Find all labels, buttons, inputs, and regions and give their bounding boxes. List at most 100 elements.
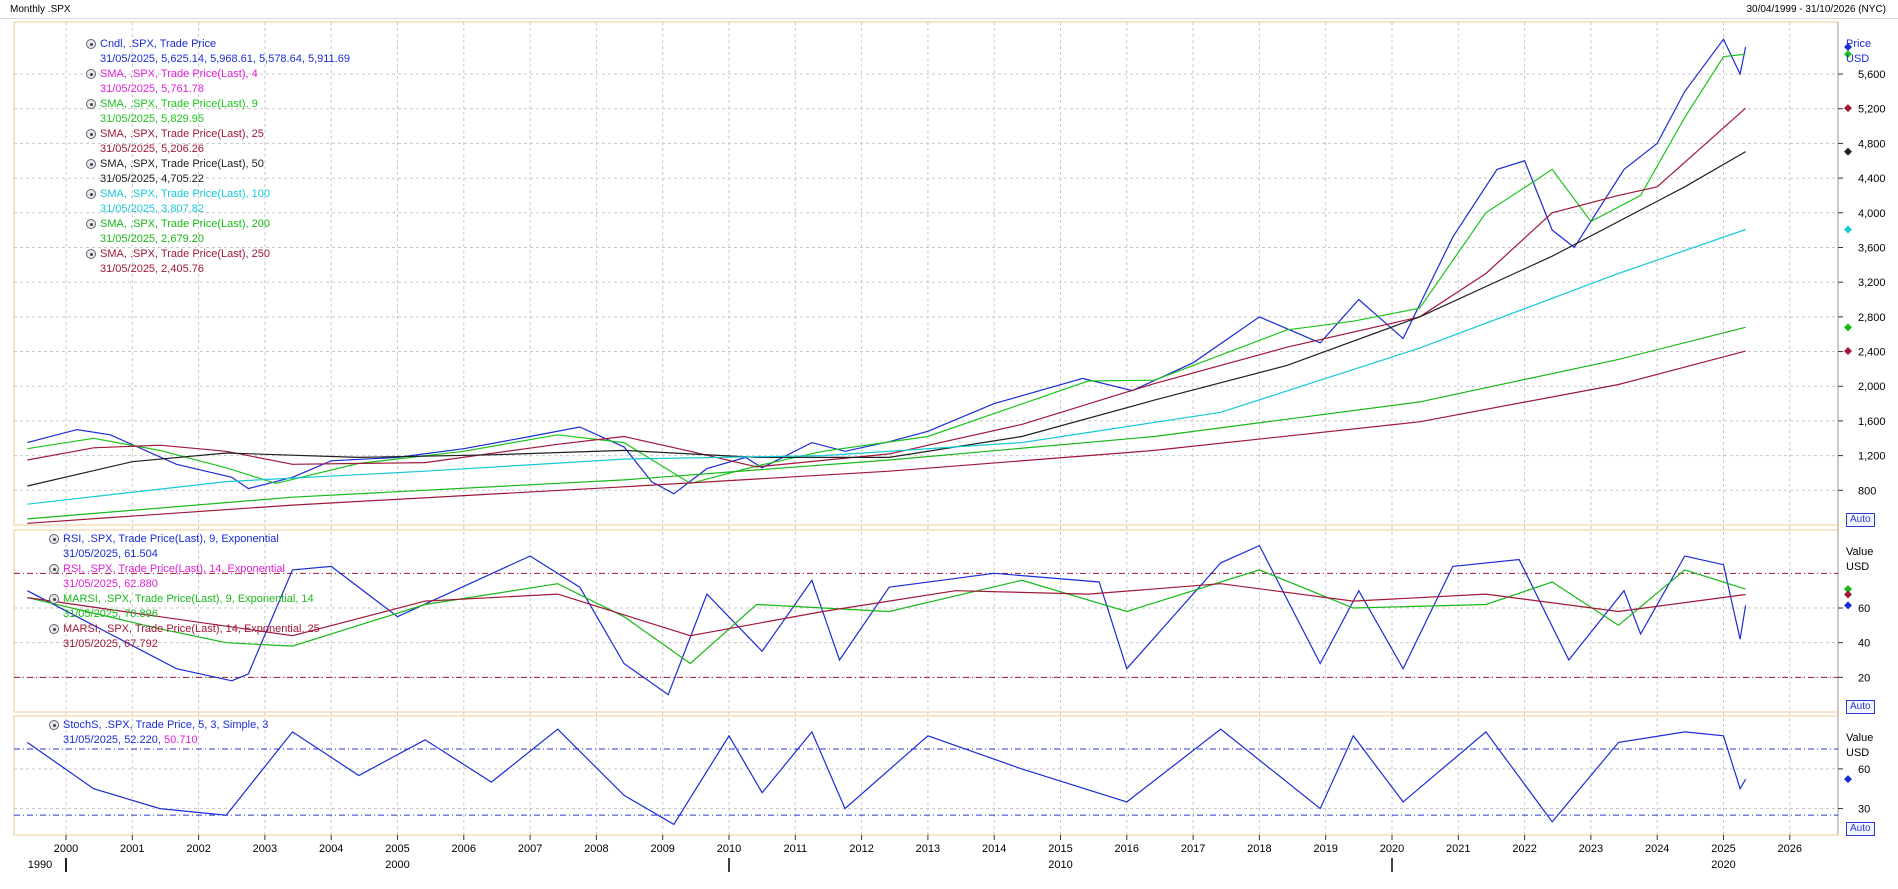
year-tick-label: 2006 [452, 843, 476, 855]
rsi-currency-label: USD [1846, 561, 1870, 573]
stoch-legend-k: 52.220, [124, 734, 161, 746]
price-legend-row[interactable]: SMA, .SPX, Trade Price(Last), 200 [86, 217, 350, 232]
toggle-icon[interactable] [49, 624, 59, 634]
price-legend-values: 31/05/2025, 5,625.14, 5,968.61, 5,578.64… [100, 53, 350, 65]
price-legend-values: 31/05/2025, 2,405.76 [100, 263, 204, 275]
stoch-legend-date: 31/05/2025, [63, 734, 122, 746]
value-tick-label: 4,800 [1858, 138, 1886, 150]
price-legend-values: 31/05/2025, 2,679.20 [100, 233, 204, 245]
price-legend-row[interactable]: SMA, .SPX, Trade Price(Last), 4 [86, 67, 350, 82]
price-legend-row[interactable]: SMA, .SPX, Trade Price(Last), 25 [86, 127, 350, 142]
price-legend-values: 31/05/2025, 4,705.22 [100, 173, 204, 185]
rsi-legend-row[interactable]: RSI, .SPX, Trade Price(Last), 9, Exponen… [49, 532, 320, 547]
toggle-icon[interactable] [49, 720, 59, 730]
year-tick-label: 2017 [1181, 843, 1205, 855]
year-tick-label: 2024 [1645, 843, 1669, 855]
price-legend-name: SMA, .SPX, Trade Price(Last), 250 [100, 248, 270, 260]
price-legend-name: SMA, .SPX, Trade Price(Last), 9 [100, 98, 258, 110]
stoch-legend-row[interactable]: StochS, .SPX, Trade Price, 5, 3, Simple,… [49, 718, 268, 733]
price-legend-name: SMA, .SPX, Trade Price(Last), 50 [100, 158, 264, 170]
year-tick-label: 2021 [1446, 843, 1470, 855]
last-value-marker [1844, 43, 1852, 52]
toggle-icon[interactable] [49, 534, 59, 544]
toggle-icon[interactable] [86, 69, 96, 79]
year-tick-label: 2007 [518, 843, 542, 855]
last-value-marker [1844, 347, 1852, 356]
year-tick-label: 2013 [916, 843, 940, 855]
series-line [27, 350, 1746, 524]
last-value-marker [1844, 601, 1852, 610]
stoch-legend-d: 50.710 [163, 734, 198, 746]
year-tick-label: 2011 [783, 843, 807, 855]
price-legend-values: 31/05/2025, 5,829.95 [100, 113, 204, 125]
toggle-icon[interactable] [86, 249, 96, 259]
series-line [27, 53, 1746, 485]
rsi-legend-name: RSI, .SPX, Trade Price(Last), 9, Exponen… [63, 533, 279, 545]
value-tick-label: 40 [1858, 638, 1870, 650]
year-tick-label: 2014 [982, 843, 1006, 855]
year-tick-label: 2009 [650, 843, 674, 855]
toggle-icon[interactable] [49, 594, 59, 604]
stoch-legend: StochS, .SPX, Trade Price, 5, 3, Simple,… [49, 718, 268, 748]
price-unit-label: Price [1846, 38, 1872, 50]
series-line [27, 151, 1746, 487]
last-value-marker [1844, 50, 1852, 59]
rsi-unit-label: Value [1846, 546, 1874, 558]
year-tick-label: 2012 [849, 843, 873, 855]
series-line [27, 326, 1746, 520]
decade-tick-label: 2010 [1048, 859, 1072, 871]
last-value-marker [1844, 225, 1852, 234]
value-tick-label: 4,000 [1858, 208, 1886, 220]
price-legend-values: 31/05/2025, 5,206.26 [100, 143, 204, 155]
series-line [27, 228, 1746, 505]
price-legend-row[interactable]: SMA, .SPX, Trade Price(Last), 250 [86, 247, 350, 262]
price-legend-row[interactable]: SMA, .SPX, Trade Price(Last), 100 [86, 187, 350, 202]
price-legend-row[interactable]: SMA, .SPX, Trade Price(Last), 9 [86, 97, 350, 112]
year-tick-label: 2002 [186, 843, 210, 855]
stoch-legend-name: StochS, .SPX, Trade Price, 5, 3, Simple,… [63, 719, 269, 731]
last-value-marker [1844, 323, 1852, 332]
decade-tick-label: 2020 [1711, 859, 1735, 871]
price-legend-row[interactable]: SMA, .SPX, Trade Price(Last), 50 [86, 157, 350, 172]
series-line [27, 544, 1747, 696]
year-tick-label: 2016 [1115, 843, 1139, 855]
price-legend-values: 31/05/2025, 3,807.82 [100, 203, 204, 215]
value-tick-label: 4,400 [1858, 173, 1886, 185]
stoch-unit-label: Value [1846, 732, 1874, 744]
value-tick-label: 1,600 [1858, 416, 1886, 428]
stoch-auto-button[interactable]: Auto [1846, 822, 1875, 836]
value-tick-label: 2,000 [1858, 381, 1886, 393]
rsi-legend-name: MARSI, .SPX, Trade Price(Last), 9, Expon… [63, 593, 314, 605]
toggle-icon[interactable] [86, 219, 96, 229]
price-legend-row[interactable]: Cndl, .SPX, Trade Price [86, 37, 350, 52]
value-tick-label: 5,600 [1858, 69, 1886, 81]
toggle-icon[interactable] [86, 39, 96, 49]
value-tick-label: 3,600 [1858, 242, 1886, 254]
year-tick-label: 2015 [1048, 843, 1072, 855]
date-range: 30/04/1999 - 31/10/2026 (NYC) [1746, 4, 1886, 15]
rsi-legend: RSI, .SPX, Trade Price(Last), 9, Exponen… [49, 532, 320, 652]
rsi-legend-row[interactable]: RSI, .SPX, Trade Price(Last), 14, Expone… [49, 562, 320, 577]
toggle-icon[interactable] [86, 159, 96, 169]
rsi-legend-row[interactable]: MARSI, .SPX, Trade Price(Last), 9, Expon… [49, 592, 320, 607]
decade-tick-label: 2000 [385, 859, 409, 871]
value-tick-label: 2,400 [1858, 347, 1886, 359]
last-value-marker [1844, 104, 1852, 113]
year-tick-label: 2008 [584, 843, 608, 855]
year-tick-label: 2025 [1711, 843, 1735, 855]
price-legend-name: SMA, .SPX, Trade Price(Last), 100 [100, 188, 270, 200]
toggle-icon[interactable] [86, 99, 96, 109]
rsi-legend-row[interactable]: MARSI, .SPX, Trade Price(Last), 14, Expo… [49, 622, 320, 637]
year-tick-label: 2001 [120, 843, 144, 855]
rsi-auto-button[interactable]: Auto [1846, 700, 1875, 714]
year-tick-label: 2020 [1380, 843, 1404, 855]
toggle-icon[interactable] [49, 564, 59, 574]
price-auto-button[interactable]: Auto [1846, 513, 1875, 527]
value-tick-label: 5,200 [1858, 104, 1886, 116]
value-tick-label: 3,200 [1858, 277, 1886, 289]
value-tick-label: 800 [1858, 485, 1876, 497]
toggle-icon[interactable] [86, 129, 96, 139]
toggle-icon[interactable] [86, 189, 96, 199]
